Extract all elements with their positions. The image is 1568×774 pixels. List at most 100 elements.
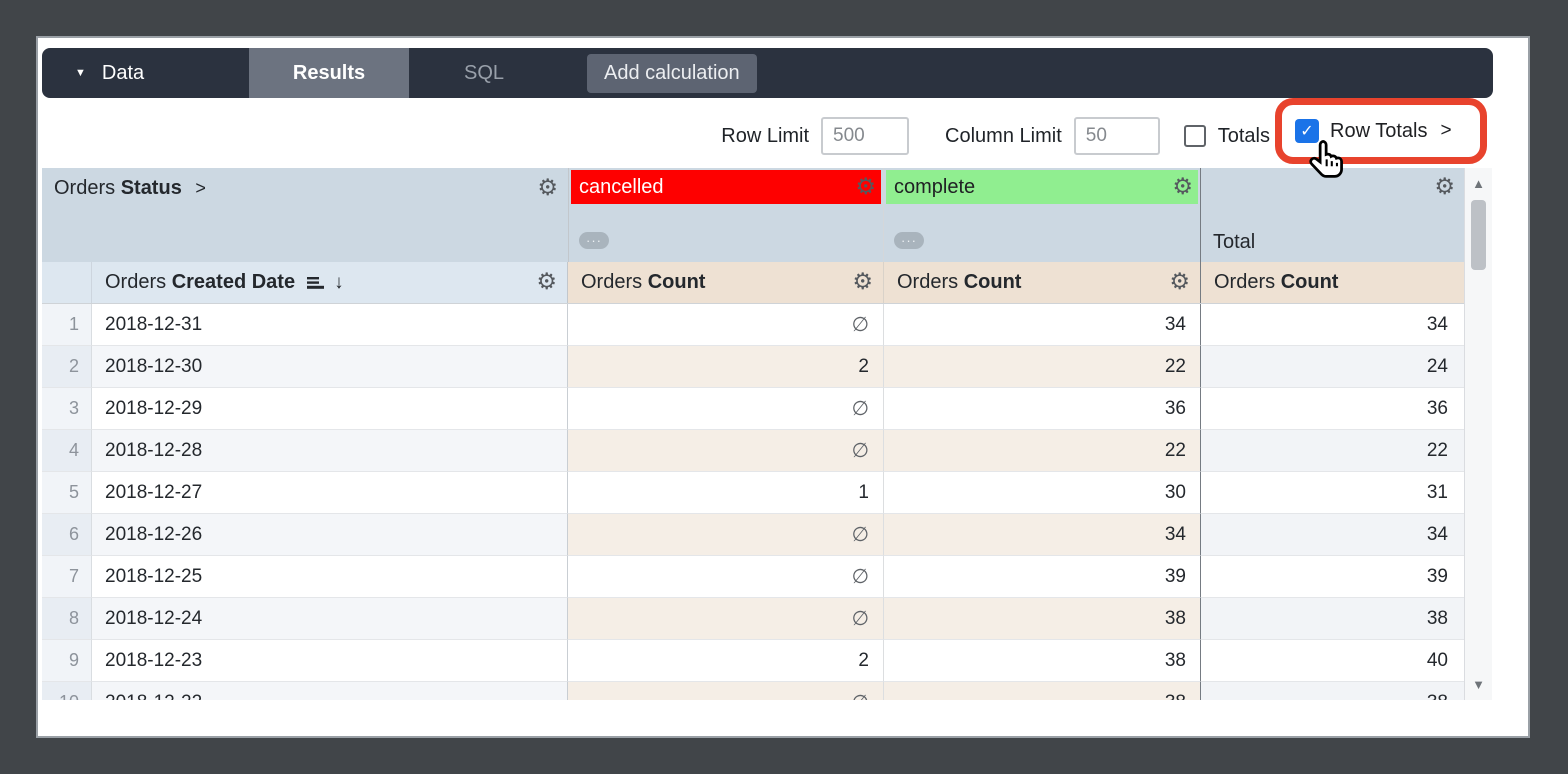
date-field: Created Date xyxy=(171,271,296,293)
cancelled-count-cell[interactable]: ∅ xyxy=(568,304,883,346)
row-total-cell[interactable]: 39 xyxy=(1200,556,1464,598)
vertical-scrollbar[interactable]: ▲ ▼ xyxy=(1464,168,1492,700)
row-limit-label: Row Limit xyxy=(721,124,810,147)
tab-data[interactable]: ▼ Data xyxy=(42,48,249,98)
row-total-cell[interactable]: 38 xyxy=(1200,598,1464,640)
scroll-up-icon[interactable]: ▲ xyxy=(1472,176,1485,191)
row-total-cell[interactable]: 34 xyxy=(1200,514,1464,556)
pivot-options-button[interactable]: ··· xyxy=(579,232,609,249)
complete-count-cell[interactable]: 30 xyxy=(883,472,1200,514)
complete-count-cell[interactable]: 38 xyxy=(883,640,1200,682)
column-limit-label: Column Limit xyxy=(945,124,1062,147)
table-row: 4 2018-12-28 ∅ 22 22 xyxy=(42,430,1492,472)
gear-icon[interactable]: ⚙ xyxy=(1434,174,1455,200)
scroll-down-icon[interactable]: ▼ xyxy=(1472,677,1485,692)
add-calculation-button[interactable]: Add calculation xyxy=(587,53,757,93)
total-label: Total xyxy=(1213,231,1256,253)
cancelled-count-cell[interactable]: ∅ xyxy=(568,598,883,640)
row-number-cell: 2 xyxy=(42,346,92,388)
row-limit-input[interactable] xyxy=(821,117,910,155)
orders-count-header-complete[interactable]: Orders Count ⚙ xyxy=(883,262,1200,303)
row-total-cell[interactable]: 31 xyxy=(1200,472,1464,514)
row-number-cell: 7 xyxy=(42,556,92,598)
totals-checkbox[interactable] xyxy=(1183,125,1206,147)
gear-icon[interactable]: ⚙ xyxy=(855,173,876,200)
cancelled-count-cell[interactable]: ∅ xyxy=(568,514,883,556)
orders-count-title: Orders Count xyxy=(897,271,1021,294)
date-cell[interactable]: 2018-12-29 xyxy=(92,388,568,430)
gear-icon[interactable]: ⚙ xyxy=(536,269,557,295)
orders-count-header-cancelled[interactable]: Orders Count ⚙ xyxy=(568,262,883,303)
created-date-title: Orders Created Date xyxy=(105,271,295,294)
date-cell[interactable]: 2018-12-26 xyxy=(92,514,568,556)
complete-count-cell[interactable]: 22 xyxy=(883,346,1200,388)
row-totals-expand-chevron[interactable]: > xyxy=(1440,120,1452,141)
row-totals-checkbox[interactable]: ✓ xyxy=(1295,119,1319,143)
complete-count-cell[interactable]: 22 xyxy=(883,430,1200,472)
complete-count-cell[interactable]: 38 xyxy=(883,598,1200,640)
chevron-right-icon: > xyxy=(195,178,206,198)
row-number-gutter-header xyxy=(42,262,92,303)
gear-icon[interactable]: ⚙ xyxy=(852,269,873,295)
complete-count-cell[interactable]: 34 xyxy=(883,304,1200,346)
complete-count-cell[interactable]: 39 xyxy=(883,556,1200,598)
scrollbar-thumb[interactable] xyxy=(1471,200,1486,270)
date-cell[interactable]: 2018-12-25 xyxy=(92,556,568,598)
cancelled-count-cell[interactable]: ∅ xyxy=(568,682,883,700)
table-row: 10 2018-12-22 ∅ 38 38 xyxy=(42,682,1492,700)
complete-count-cell[interactable]: 34 xyxy=(883,514,1200,556)
table-row: 5 2018-12-27 1 30 31 xyxy=(42,472,1492,514)
tab-sql[interactable]: SQL xyxy=(409,48,559,98)
results-controls: Row Limit Column Limit Totals xyxy=(38,117,1270,155)
tab-results[interactable]: Results xyxy=(249,48,409,98)
date-cell[interactable]: 2018-12-28 xyxy=(92,430,568,472)
column-limit-input[interactable] xyxy=(1073,117,1160,155)
cancelled-count-cell[interactable]: ∅ xyxy=(568,430,883,472)
field-list-icon xyxy=(306,275,325,291)
pivot-dimension-header[interactable]: Orders Status > ⚙ xyxy=(42,168,568,262)
date-cell[interactable]: 2018-12-23 xyxy=(92,640,568,682)
table-row: 2 2018-12-30 2 22 24 xyxy=(42,346,1492,388)
orders-count-header-total[interactable]: Orders Count xyxy=(1200,262,1464,303)
measure-prefix: Orders xyxy=(897,271,959,293)
orders-count-title: Orders Count xyxy=(581,271,705,294)
measure-header-row: Orders Created Date ↓ ⚙ Orders Count xyxy=(42,262,1492,304)
sort-descending-icon: ↓ xyxy=(334,271,344,293)
cancelled-count-cell[interactable]: ∅ xyxy=(568,388,883,430)
date-cell[interactable]: 2018-12-30 xyxy=(92,346,568,388)
tab-sql-label: SQL xyxy=(463,61,505,84)
dimension-prefix: Orders xyxy=(54,177,116,199)
pivot-chip-cancelled[interactable]: cancelled ⚙ xyxy=(571,170,881,204)
date-cell[interactable]: 2018-12-31 xyxy=(92,304,568,346)
cancelled-count-cell[interactable]: 1 xyxy=(568,472,883,514)
row-total-cell[interactable]: 38 xyxy=(1200,682,1464,700)
pivot-chip-complete[interactable]: complete ⚙ xyxy=(886,170,1198,204)
orders-count-title: Orders Count xyxy=(1214,271,1338,294)
cancelled-count-cell[interactable]: 2 xyxy=(568,640,883,682)
cancelled-count-cell[interactable]: 2 xyxy=(568,346,883,388)
pivot-options-button[interactable]: ··· xyxy=(894,232,924,249)
gear-icon[interactable]: ⚙ xyxy=(537,175,558,201)
row-total-cell[interactable]: 22 xyxy=(1200,430,1464,472)
row-total-cell[interactable]: 36 xyxy=(1200,388,1464,430)
date-cell[interactable]: 2018-12-22 xyxy=(92,682,568,700)
row-total-cell[interactable]: 24 xyxy=(1200,346,1464,388)
complete-count-cell[interactable]: 38 xyxy=(883,682,1200,700)
row-total-cell[interactable]: 34 xyxy=(1200,304,1464,346)
created-date-header[interactable]: Orders Created Date ↓ ⚙ xyxy=(92,262,568,303)
cancelled-count-cell[interactable]: ∅ xyxy=(568,556,883,598)
measure-prefix: Orders xyxy=(1214,271,1276,293)
table-row: 3 2018-12-29 ∅ 36 36 xyxy=(42,388,1492,430)
hand-cursor-icon xyxy=(1306,138,1348,191)
gear-icon[interactable]: ⚙ xyxy=(1169,269,1190,295)
complete-count-cell[interactable]: 36 xyxy=(883,388,1200,430)
gear-icon[interactable]: ⚙ xyxy=(1172,173,1193,200)
pivot-header-row: Orders Status > ⚙ cancelled ⚙ ··· comple… xyxy=(42,168,1492,262)
row-number-cell: 5 xyxy=(42,472,92,514)
measure-field: Count xyxy=(1280,271,1339,293)
measure-field: Count xyxy=(963,271,1022,293)
date-cell[interactable]: 2018-12-27 xyxy=(92,472,568,514)
row-total-cell[interactable]: 40 xyxy=(1200,640,1464,682)
table-body: 1 2018-12-31 ∅ 34 34 2 2018-12-30 2 22 2… xyxy=(42,304,1492,700)
date-cell[interactable]: 2018-12-24 xyxy=(92,598,568,640)
